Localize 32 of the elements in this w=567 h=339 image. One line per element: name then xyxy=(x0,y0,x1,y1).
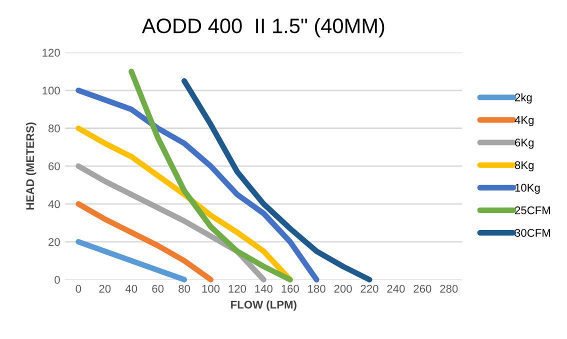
x-tick-label: 40 xyxy=(125,284,138,293)
x-tick-label: 200 xyxy=(334,284,352,293)
y-tick-label: 20 xyxy=(48,238,60,246)
x-tick-label: 120 xyxy=(228,284,246,293)
legend-label: 4Kg xyxy=(514,116,534,126)
x-axis-title: FLOW (LPM) xyxy=(231,300,296,311)
y-axis-title: HEAD (METERS) xyxy=(26,122,36,210)
x-tick-label: 20 xyxy=(99,284,111,293)
y-tick-label: 60 xyxy=(48,162,60,170)
x-tick-label: 260 xyxy=(414,284,432,293)
x-tick-label: 0 xyxy=(76,284,82,293)
chart-title: AODD 400 II 1.5" (40MM) xyxy=(142,18,384,38)
y-tick-label: 40 xyxy=(48,200,60,208)
x-tick-label: 100 xyxy=(202,284,220,293)
y-tick-label: 0 xyxy=(54,276,60,284)
x-tick-label: 280 xyxy=(440,284,458,293)
x-tick-label: 180 xyxy=(308,284,326,293)
legend-label: 2kg xyxy=(515,93,532,104)
x-tick-label: 140 xyxy=(255,284,272,293)
x-tick-label: 220 xyxy=(360,284,378,293)
y-tick-label: 80 xyxy=(48,124,60,132)
legend-label: 30CFM xyxy=(514,228,550,237)
x-tick-label: 160 xyxy=(282,284,299,293)
x-tick-label: 80 xyxy=(178,284,190,293)
legend-label: 8Kg xyxy=(514,161,534,172)
x-tick-label: 240 xyxy=(387,284,405,293)
y-tick-label: 120 xyxy=(42,48,60,57)
legend-label: 25CFM xyxy=(515,206,550,214)
y-tick-label: 100 xyxy=(42,86,60,95)
legend-label: 10Kg xyxy=(515,184,540,194)
legend-label: 6Kg xyxy=(515,138,534,149)
x-tick-label: 60 xyxy=(152,284,164,293)
